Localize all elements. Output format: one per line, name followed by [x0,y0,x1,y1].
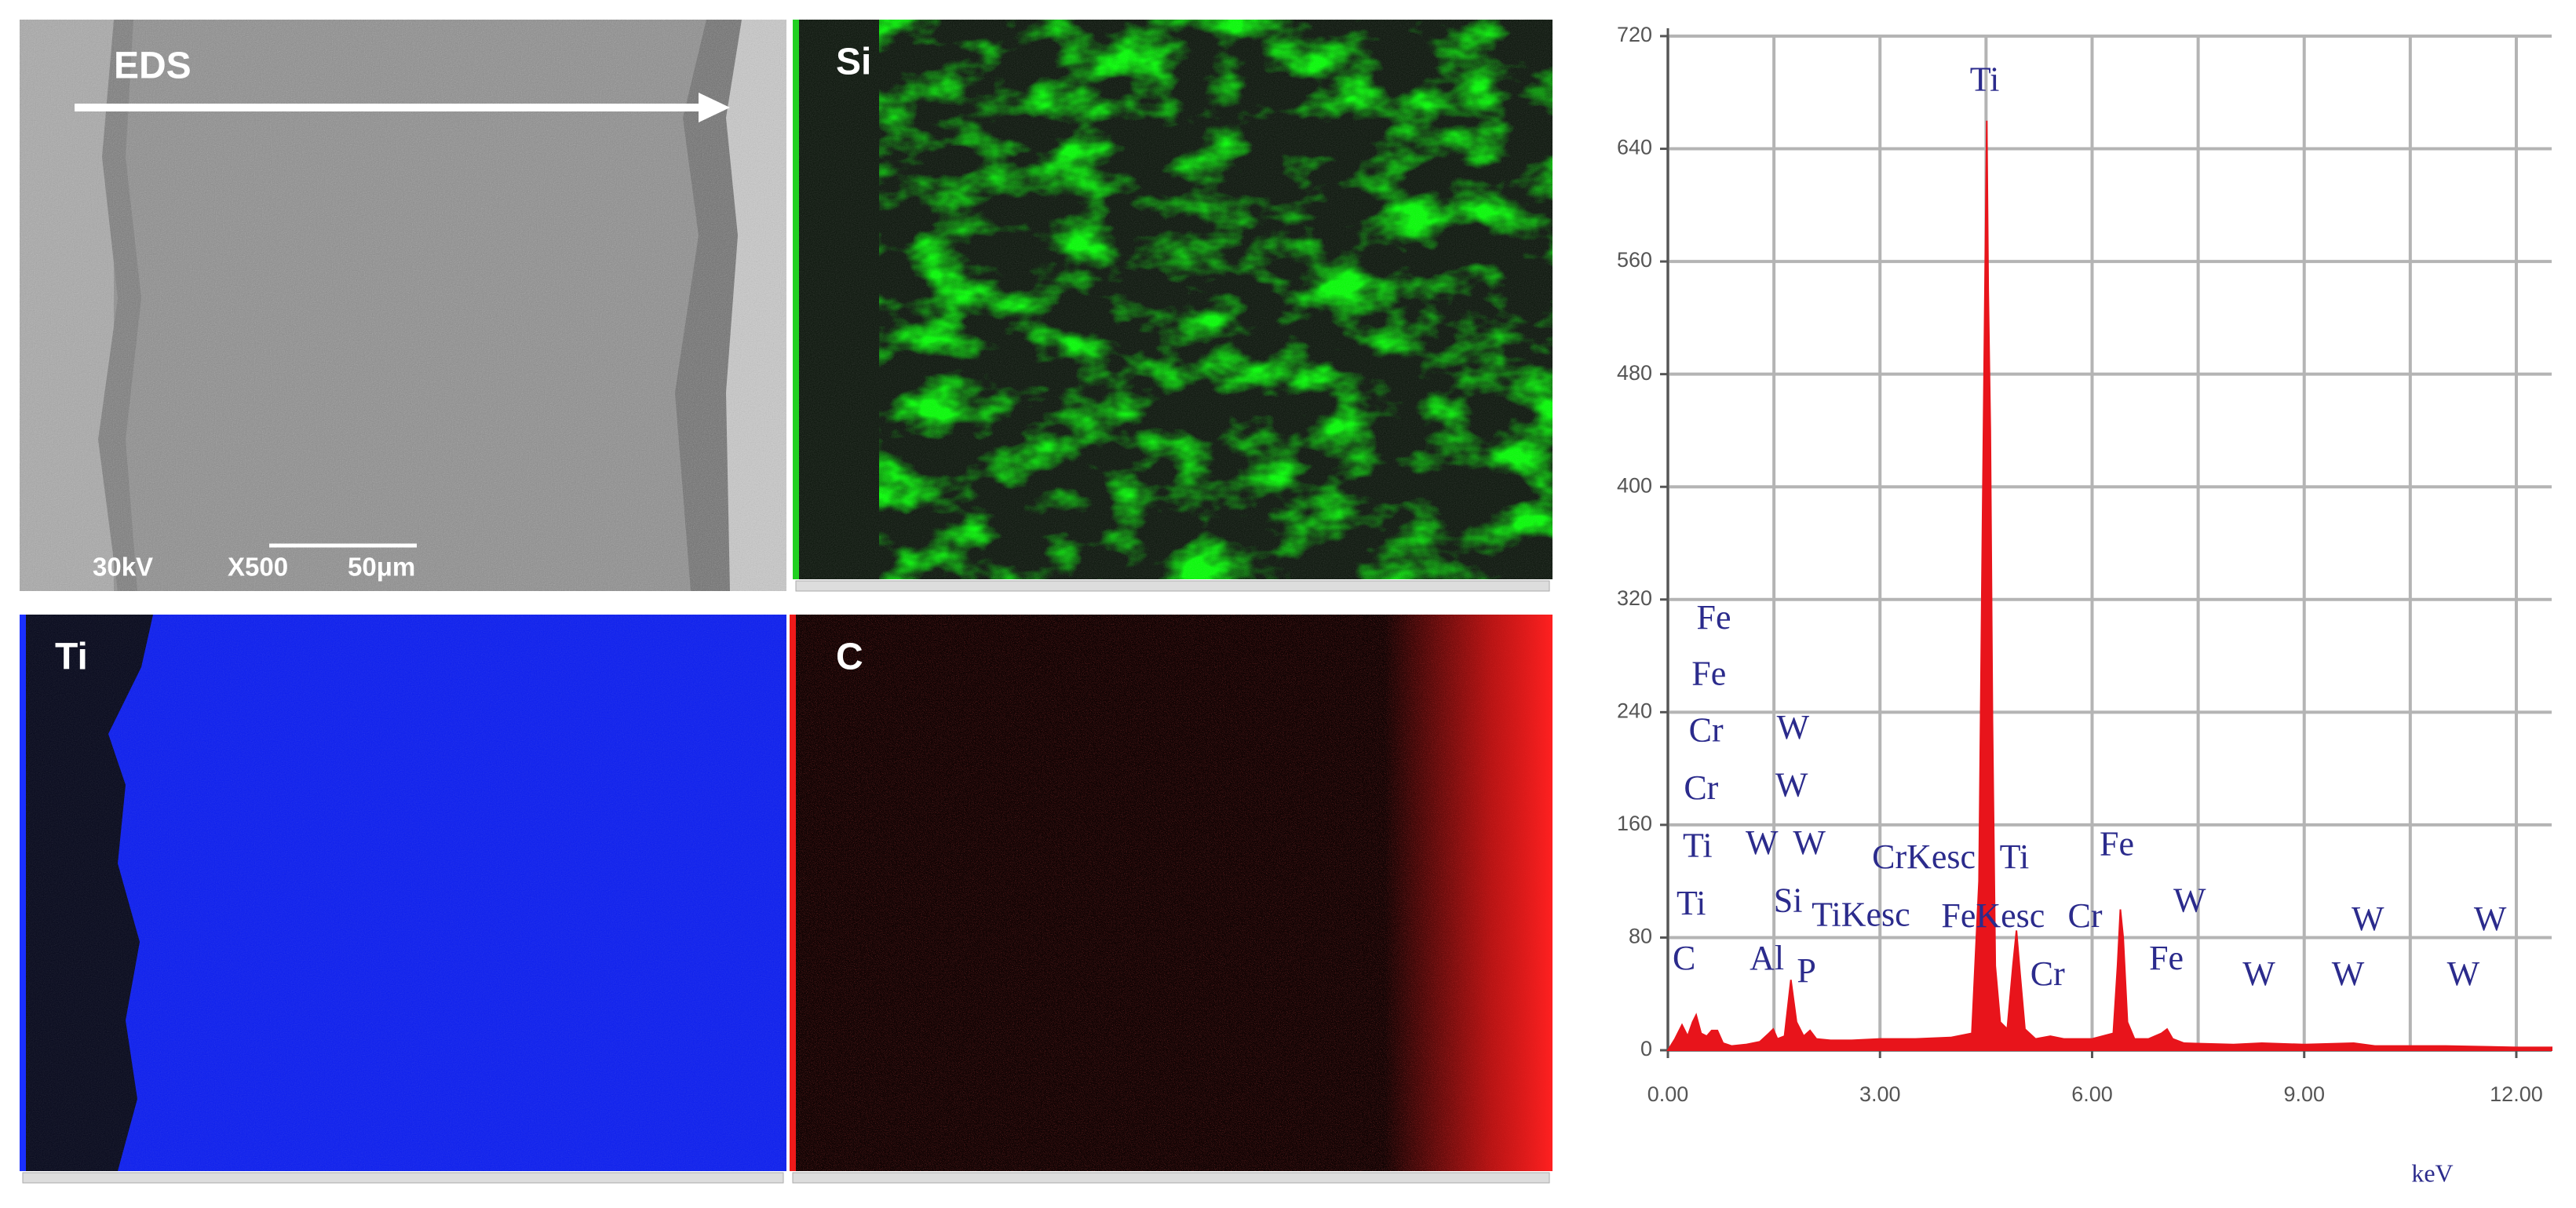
c-colorbar [790,615,796,1171]
peak-label: C [1673,939,1695,977]
si-scalebar [795,580,1550,592]
peak-label: W [1775,765,1808,804]
eds-spectrum: 0 80 160 240 320 400 480 560 640 720 0.00 3.00 6.00 9… [1617,23,2552,1187]
ti-map: Ti [20,615,786,1184]
peak-label: CrKesc [1872,838,1976,876]
peak-label: W [2242,954,2275,993]
y-tick-label: 720 [1617,23,1652,46]
c-map: C [790,615,1553,1184]
y-tick-label: 480 [1617,361,1652,385]
c-distribution [790,615,1553,1171]
ti-scalebar [22,1172,784,1184]
y-tick-label: 160 [1617,812,1652,835]
x-axis-label: keV [2411,1159,2453,1187]
map-label: C [836,637,863,678]
peak-label: W [2447,954,2480,993]
peak-label: W [1777,708,1810,746]
y-tick-label: 80 [1629,925,1652,948]
peak-label: Ti [1970,60,2000,98]
peak-label: Ti [1683,826,1713,864]
y-tick-label: 240 [1617,699,1652,722]
voltage: 30kV [93,553,153,582]
peak-label: Si [1774,881,1803,919]
peak-label: P [1797,951,1815,990]
peak-label: W [1793,823,1826,862]
peak-label: Cr [1684,768,1718,807]
x-tick-label: 9.00 [2283,1082,2325,1106]
map-label: Ti [55,637,88,678]
si-noise [793,20,1553,579]
si-colorbar [793,20,799,579]
y-tick-label: 640 [1617,136,1652,159]
x-tick-label: 6.00 [2071,1082,2113,1106]
peak-label: W [1746,823,1779,862]
peak-label: Cr [2067,896,2102,935]
ti-colorbar [20,615,26,1171]
peak-label: W [2352,900,2384,938]
peak-label: W [2474,900,2507,938]
x-tick-label: 3.00 [1859,1082,1901,1106]
spectrum-area [1666,120,2552,1051]
peak-label: Fe [2100,825,2134,863]
y-tick-label: 320 [1617,586,1652,610]
peak-label: FeKesc [1941,896,2045,935]
y-tick-label: 560 [1617,248,1652,272]
sem-texture [20,20,786,591]
peak-label: TiKesc [1812,895,1910,933]
map-label: Si [836,42,871,83]
ti-noise [20,615,786,1171]
y-tick-label: 400 [1617,473,1652,497]
sem-panel: EDS 30kV X500 50μm [20,20,786,591]
si-map: Si [793,20,1553,592]
magnification: X500 [228,553,288,582]
peak-label: Cr [2031,954,2065,993]
y-tick-label: 0 [1640,1037,1652,1060]
scale-label: 50μm [348,553,415,582]
peak-label: Al [1750,939,1784,977]
peak-label: Cr [1689,710,1724,749]
eds-label: EDS [114,46,192,87]
peak-label: Fe [2149,939,2184,977]
peak-label: Ti [1677,884,1706,922]
c-scalebar [792,1172,1550,1184]
peak-label: W [2332,954,2365,993]
x-tick-label: 12.00 [2490,1082,2543,1106]
peak-label: Fe [1691,655,1726,693]
x-tick-label: 0.00 [1647,1082,1689,1106]
peak-label: Fe [1697,598,1731,637]
peak-label: Ti [2000,838,2030,876]
eds-arrowhead [699,93,730,122]
peak-label: W [2173,881,2206,919]
